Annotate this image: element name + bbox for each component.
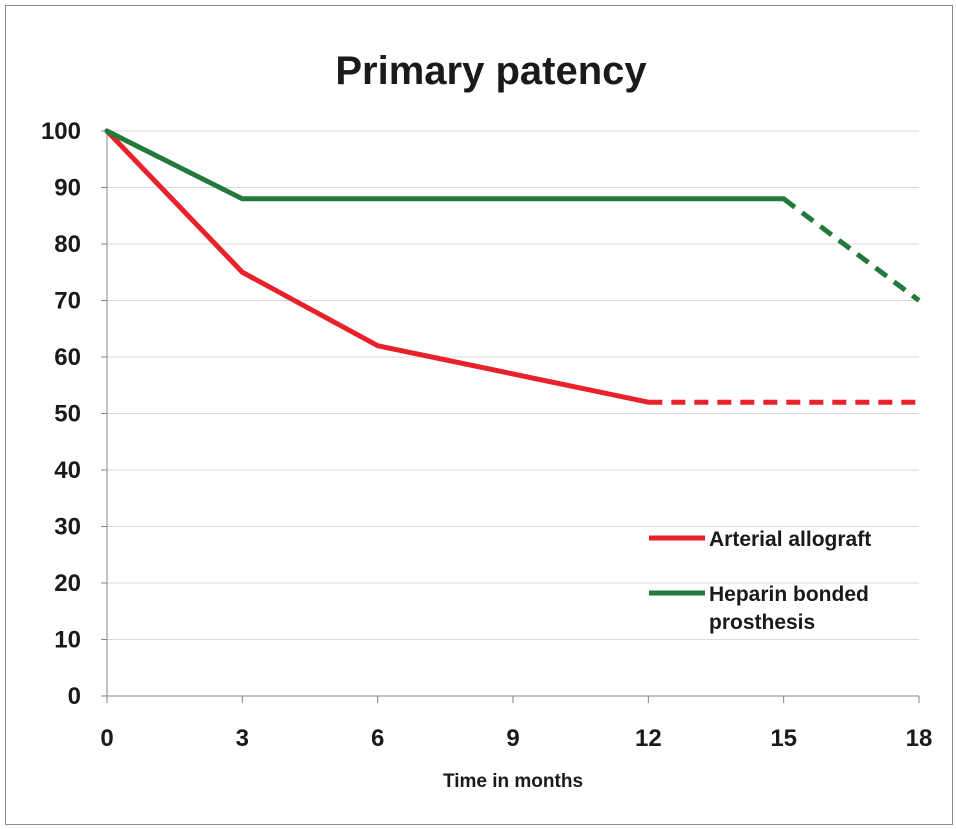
legend: Arterial allograft Heparin bonded prosthes… (649, 528, 871, 634)
line-chart: Primary patency 0 10 20 30 40 50 60 70 80 90 100 0 3… (41, 49, 932, 792)
x-tick-label: 3 (236, 725, 249, 752)
y-tick-label: 100 (41, 118, 81, 145)
legend-label-1: Arterial allograft (709, 528, 871, 551)
y-tick-label: 90 (54, 175, 81, 202)
x-tick-label: 9 (506, 725, 519, 752)
axes: 0 10 20 30 40 50 60 70 80 90 100 0 3 6 9 12 15 18 (41, 118, 932, 752)
y-tick-label: 70 (54, 288, 81, 315)
x-tick-label: 6 (371, 725, 384, 752)
series-lines (104, 128, 921, 405)
x-tick-label: 15 (770, 725, 797, 752)
x-axis-label: Time in months (443, 771, 583, 792)
x-tick-label: 12 (635, 725, 662, 752)
y-tick-label: 20 (54, 570, 81, 597)
series-line-2 (104, 128, 787, 202)
y-tick-label: 50 (54, 401, 81, 428)
y-tick-label: 40 (54, 457, 81, 484)
y-tick-label: 10 (54, 627, 81, 654)
y-tick-label: 0 (68, 683, 81, 710)
x-tick-label: 0 (100, 725, 113, 752)
x-tick-label: 18 (906, 725, 933, 752)
gridlines (107, 130, 919, 640)
y-tick-label: 60 (54, 344, 81, 371)
series-line-1 (104, 128, 651, 405)
legend-label-2: Heparin bonded prosthesis (709, 583, 869, 634)
chart-title: Primary patency (335, 49, 647, 93)
y-tick-label: 30 (54, 514, 81, 541)
chart-frame: Primary patency 0 10 20 30 40 50 60 70 80 90 100 0 3… (5, 5, 953, 825)
y-tick-label: 80 (54, 231, 81, 258)
series-line-2-dashed (782, 196, 921, 303)
